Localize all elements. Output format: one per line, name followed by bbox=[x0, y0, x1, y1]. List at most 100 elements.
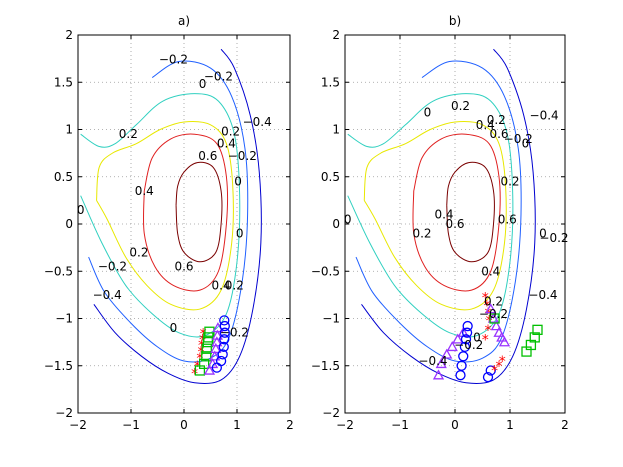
marker-circle bbox=[458, 351, 469, 362]
contour-label: 0.4 bbox=[434, 208, 453, 222]
x-tick-label: −2 bbox=[336, 418, 354, 432]
panel-a-markers: ******* bbox=[191, 315, 230, 382]
marker-star: * bbox=[200, 327, 207, 343]
contour-label: 0 bbox=[234, 174, 242, 188]
y-tick-label: 1.5 bbox=[321, 75, 340, 89]
contour-label: 0 bbox=[522, 137, 530, 151]
x-tick-label: 2 bbox=[286, 418, 294, 432]
marker-square bbox=[525, 339, 537, 351]
contour-label: 0.2 bbox=[487, 113, 506, 127]
x-tick-label: −1 bbox=[122, 418, 140, 432]
contour-label: 0.4 bbox=[481, 264, 500, 278]
panel-a-title: a) bbox=[178, 14, 190, 28]
marker-star: * bbox=[485, 306, 492, 322]
contour-label: −0.4 bbox=[418, 354, 447, 368]
contour-label: −0.2 bbox=[479, 307, 508, 321]
panel-b-markers: ********* bbox=[432, 291, 543, 383]
y-tick-label: −1.5 bbox=[44, 359, 73, 373]
marker-circle bbox=[215, 355, 227, 367]
panel-a-grid bbox=[78, 35, 290, 413]
y-tick-label: −1.5 bbox=[311, 359, 340, 373]
marker-star: * bbox=[197, 345, 204, 361]
marker-circle bbox=[219, 327, 230, 338]
marker-triangle bbox=[446, 341, 458, 352]
contour-label: −0.2 bbox=[539, 231, 568, 245]
y-tick-label: 2 bbox=[65, 28, 73, 42]
marker-triangle bbox=[487, 312, 500, 323]
contour-line-0.4 bbox=[412, 133, 501, 292]
marker-circle bbox=[455, 370, 466, 381]
marker-circle bbox=[219, 334, 230, 345]
marker-circle bbox=[217, 349, 228, 360]
y-tick-label: 1 bbox=[65, 123, 73, 137]
x-tick-label: −2 bbox=[69, 418, 87, 432]
x-tick-label: −1 bbox=[391, 418, 409, 432]
y-tick-label: −1 bbox=[55, 312, 73, 326]
contour-label: −0.2 bbox=[454, 338, 483, 352]
marker-star: * bbox=[198, 338, 205, 354]
marker-triangle bbox=[498, 336, 511, 347]
marker-circle bbox=[461, 327, 473, 338]
contour-line-0.6 bbox=[446, 161, 495, 263]
contour-label: 0.2 bbox=[221, 124, 240, 138]
marker-square bbox=[203, 332, 214, 343]
marker-circle bbox=[485, 365, 496, 376]
panel-a-contours bbox=[80, 48, 262, 385]
marker-square bbox=[201, 343, 212, 354]
contour-label: 0 bbox=[424, 105, 432, 119]
contour-label: 0 bbox=[539, 226, 547, 240]
contour-label: −0.4 bbox=[243, 115, 272, 129]
x-tick-label: 0 bbox=[180, 418, 188, 432]
contour-label: 0.2 bbox=[225, 278, 244, 292]
marker-triangle bbox=[209, 350, 221, 361]
marker-star: * bbox=[194, 359, 201, 375]
panel-b: ********* 0 0.20.40.2−0.20−0.40.60.20.40.… bbox=[311, 14, 569, 432]
x-tick-label: 1 bbox=[506, 418, 514, 432]
marker-circle bbox=[218, 341, 229, 353]
marker-circle bbox=[456, 360, 467, 371]
contour-label: 0.2 bbox=[129, 245, 148, 259]
contour-label: 0.6 bbox=[498, 212, 517, 226]
marker-star: * bbox=[483, 298, 490, 314]
contour-line-0 bbox=[347, 93, 514, 338]
contour-label: 0.4 bbox=[217, 137, 236, 151]
contour-label: 0.6 bbox=[174, 260, 193, 274]
y-tick-label: −2 bbox=[55, 406, 73, 420]
contour-label: −0.4 bbox=[93, 288, 122, 302]
panel-b-title: b) bbox=[449, 14, 461, 28]
contour-label: −0.4 bbox=[528, 288, 557, 302]
contour-label: −0.2 bbox=[98, 260, 127, 274]
contour-label: 0.2 bbox=[412, 226, 431, 240]
contour-label: 0.2 bbox=[484, 294, 503, 308]
contour-label: 0.2 bbox=[500, 174, 519, 188]
marker-square bbox=[529, 332, 540, 343]
marker-triangle bbox=[203, 364, 216, 375]
marker-triangle bbox=[485, 303, 497, 314]
marker-triangle bbox=[435, 358, 447, 369]
marker-circle bbox=[462, 320, 473, 332]
panel-b-grid bbox=[345, 35, 565, 413]
marker-star: * bbox=[482, 291, 489, 307]
contour-label: 0.4 bbox=[476, 118, 495, 132]
contour-label: 0 bbox=[77, 203, 85, 217]
contour-line--0.4 bbox=[93, 48, 262, 385]
x-tick-label: 2 bbox=[561, 418, 569, 432]
contour-label: 0.6 bbox=[489, 127, 508, 141]
contour-line--0.2 bbox=[355, 60, 522, 363]
marker-star: * bbox=[199, 332, 206, 348]
contour-line-0 bbox=[80, 93, 241, 338]
contour-line--0.4 bbox=[361, 48, 536, 385]
marker-star: * bbox=[191, 366, 198, 382]
y-tick-label: 0.5 bbox=[321, 170, 340, 184]
marker-circle bbox=[482, 371, 494, 383]
marker-triangle bbox=[493, 326, 505, 337]
marker-star: * bbox=[482, 332, 489, 348]
y-tick-label: 1.5 bbox=[54, 75, 73, 89]
panel-a: ******* −0.20.2−0.200.40.2−0.20−0.40.60.… bbox=[44, 14, 294, 432]
contour-label: −0.4 bbox=[530, 108, 559, 122]
panel-a-contour-labels: −0.20.2−0.200.40.2−0.20−0.40.60.40.6000.… bbox=[77, 53, 272, 340]
marker-triangle bbox=[490, 320, 502, 331]
panel-a-axes: −2 −1 0 1 2 −2 −1.5 −1 −0.5 0 0.5 1 1.5 2 bbox=[44, 28, 294, 432]
contour-label: 0 bbox=[473, 330, 481, 344]
contour-line-0.6 bbox=[175, 161, 223, 263]
